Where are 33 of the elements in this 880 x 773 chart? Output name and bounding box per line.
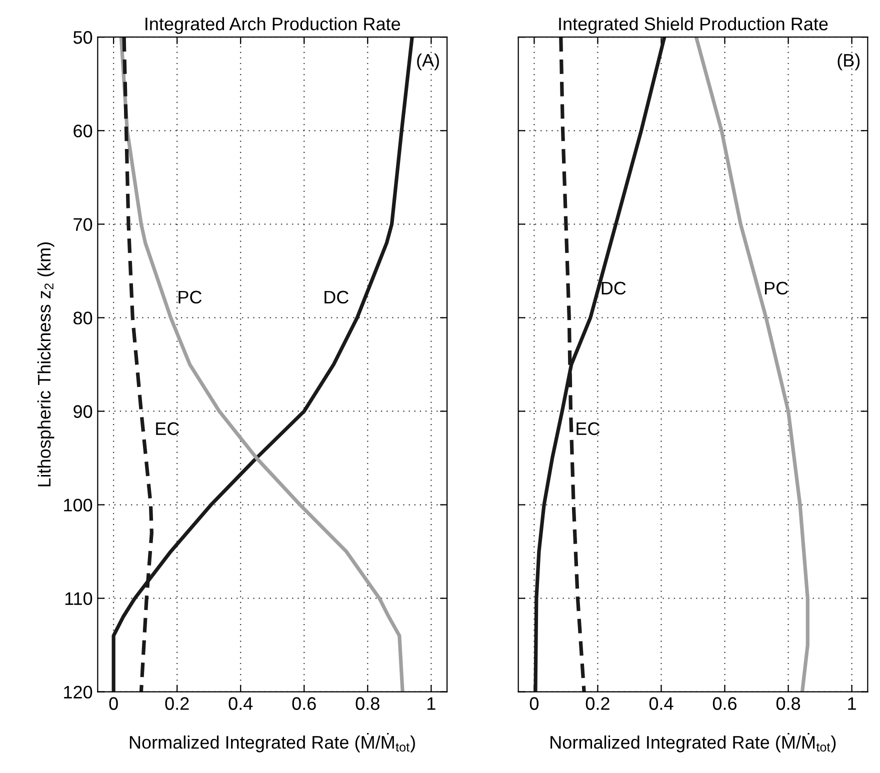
- y-tick-label: 80: [74, 312, 92, 324]
- y-axis-title: Lithospheric Thickness z$_{2}$ (km): [37, 242, 54, 486]
- y-tick-label: 120: [64, 686, 92, 699]
- series-label: EC: [156, 422, 180, 436]
- x-tick-label: 1: [428, 697, 436, 710]
- chart-title: Integrated Arch Production Rate: [146, 17, 400, 34]
- y-tick-label: 90: [74, 405, 92, 418]
- series-label: PC: [764, 282, 788, 295]
- x-tick-label: 0.8: [776, 697, 800, 710]
- y-tick-label: 60: [74, 124, 92, 138]
- x-tick-label: 0.8: [356, 697, 380, 710]
- x-tick-label: 1: [848, 697, 856, 710]
- x-tick-label: 0.6: [292, 697, 316, 710]
- annotation: (A): [417, 53, 439, 70]
- x-tick-label: 0.6: [712, 697, 737, 710]
- y-tick-label: 70: [74, 218, 92, 231]
- series-label: DC: [602, 282, 626, 295]
- y-tick-label: 110: [65, 592, 92, 606]
- x-tick-label: 0: [530, 697, 539, 710]
- x-tick-label: 0.4: [649, 697, 674, 710]
- series-label: PC: [178, 290, 202, 304]
- x-tick-label: 0.4: [228, 697, 253, 710]
- x-tick-label: 0.2: [165, 697, 189, 710]
- y-tick-label: 50: [73, 31, 92, 44]
- y-tick-label: 100: [64, 498, 92, 512]
- series-label: EC: [576, 422, 600, 436]
- series-label: DC: [324, 290, 349, 304]
- annotation: (B): [838, 53, 860, 70]
- x-axis-title: Normalized Integrated Rate (Ṁ/Ṁ$_{tot}$): [550, 732, 836, 752]
- x-axis-title: Normalized Integrated Rate (Ṁ/Ṁ$_{tot}$): [130, 732, 415, 752]
- x-tick-label: 0: [109, 697, 118, 710]
- x-tick-label: 0.2: [586, 697, 610, 710]
- chart-title: Integrated Shield Production Rate: [559, 17, 828, 34]
